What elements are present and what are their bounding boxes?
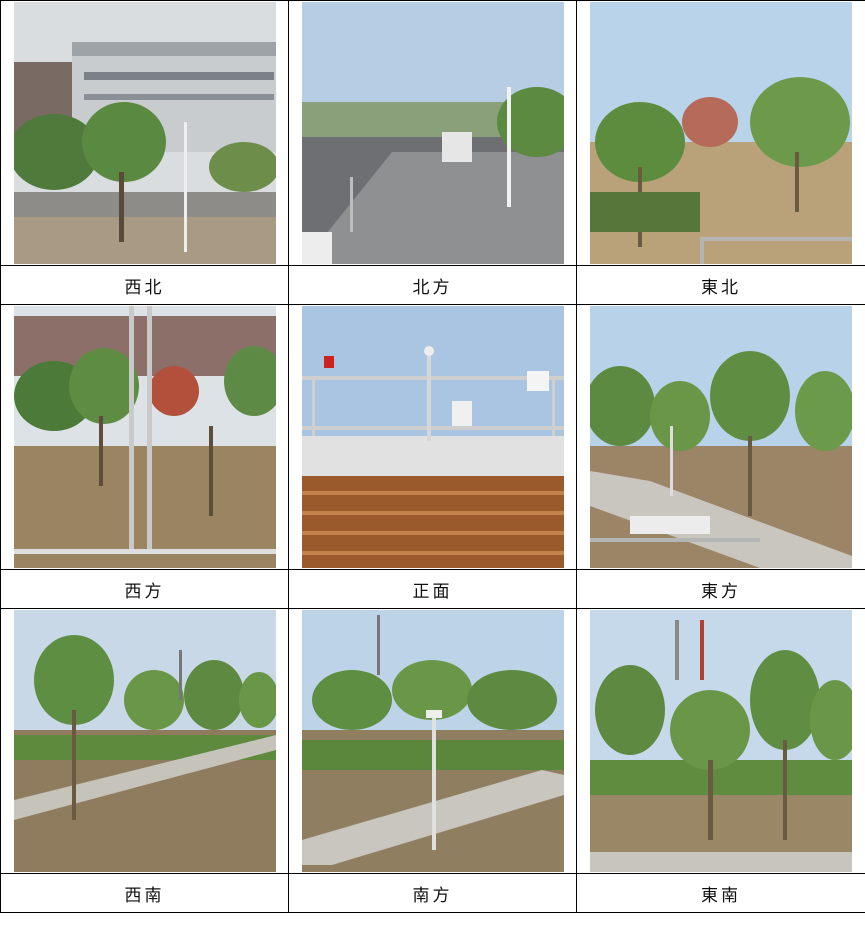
photo-row	[0, 608, 865, 874]
photo-cell	[0, 304, 289, 570]
caption-northeast: 東北	[576, 265, 865, 305]
caption-west: 西方	[0, 569, 289, 609]
label-row: 西方 正面 東方	[0, 569, 865, 609]
photo-cell	[288, 0, 577, 266]
photo-southeast	[590, 610, 852, 872]
photo-northeast	[590, 2, 852, 264]
photo-west	[13, 306, 276, 568]
photo-east	[590, 306, 852, 568]
photo-southwest	[13, 610, 276, 872]
photo-front	[301, 306, 564, 568]
photo-cell	[0, 608, 289, 874]
label-row: 西北 北方 東北	[0, 265, 865, 305]
caption-southeast: 東南	[576, 873, 865, 913]
photo-cell	[576, 0, 865, 266]
photo-row	[0, 304, 865, 570]
caption-south: 南方	[288, 873, 577, 913]
photo-cell	[288, 304, 577, 570]
photo-cell	[576, 304, 865, 570]
photo-cell	[288, 608, 577, 874]
caption-northwest: 西北	[0, 265, 289, 305]
caption-north: 北方	[288, 265, 577, 305]
photo-south	[301, 610, 564, 872]
caption-front: 正面	[288, 569, 577, 609]
caption-east: 東方	[576, 569, 865, 609]
caption-southwest: 西南	[0, 873, 289, 913]
photo-cell	[576, 608, 865, 874]
label-row: 西南 南方 東南	[0, 873, 865, 913]
photo-northwest	[13, 2, 276, 264]
photo-row	[0, 0, 865, 266]
photo-cell	[0, 0, 289, 266]
photo-north	[301, 2, 564, 264]
